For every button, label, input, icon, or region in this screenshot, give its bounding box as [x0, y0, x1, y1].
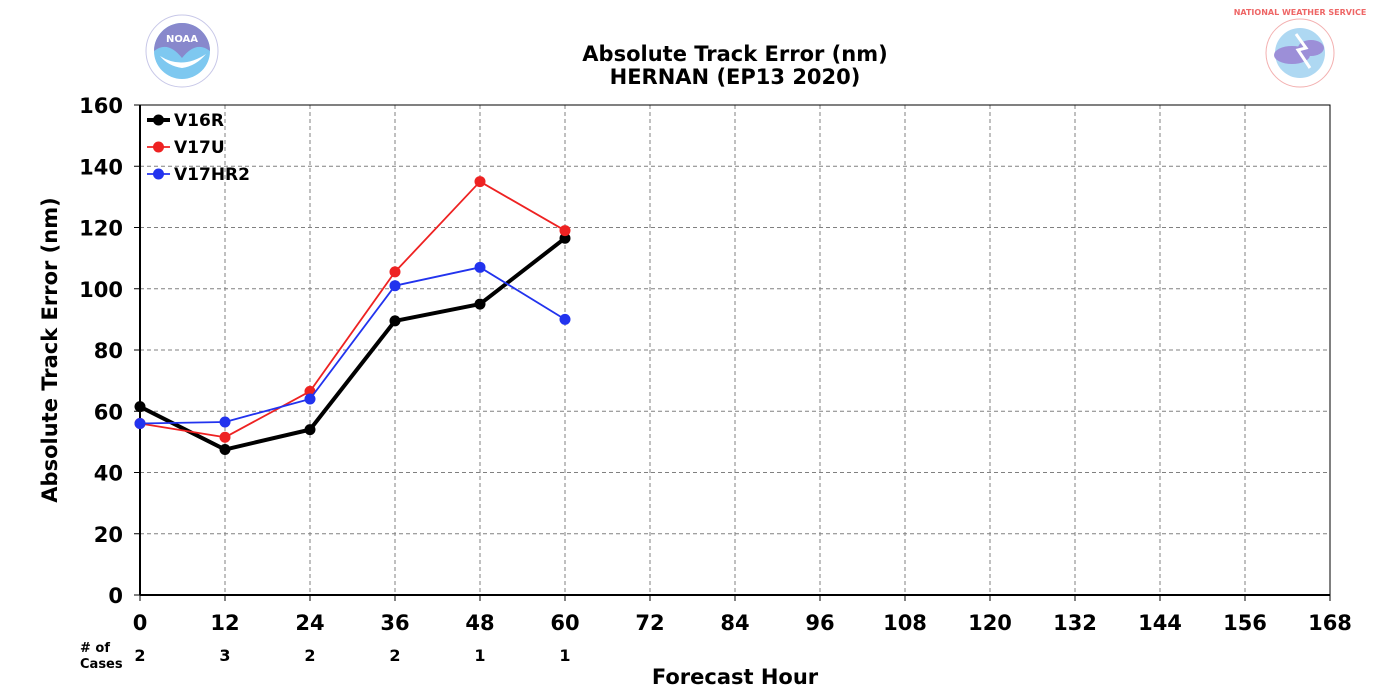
data-point [474, 176, 486, 188]
data-point [559, 225, 571, 237]
data-point [559, 232, 571, 244]
chart-subtitle: HERNAN (EP13 2020) [610, 65, 861, 89]
data-point [389, 280, 401, 292]
data-point [559, 313, 571, 325]
series [134, 176, 571, 456]
series-line [139, 266, 566, 425]
nws-logo-icon: NATIONAL WEATHER SERVICE [1234, 8, 1367, 88]
x-tick-label: 108 [883, 611, 927, 635]
legend-item-v17u: V17U [147, 138, 225, 158]
x-tick-label: 36 [380, 611, 409, 635]
data-point [134, 401, 146, 413]
legend-swatch-marker [153, 168, 164, 180]
x-tick-label: 96 [805, 611, 834, 635]
y-tick-label: 120 [79, 217, 123, 241]
case-count: 2 [134, 646, 145, 665]
x-tick-label: 132 [1053, 611, 1097, 635]
x-tick-label: 12 [210, 611, 239, 635]
data-point [389, 266, 401, 278]
tick-labels: 0 12 24 36 48 60 72 84 96 108 120 132 144 156 168 0 20 40… [79, 94, 1352, 635]
series-v16r [134, 232, 571, 456]
grid [140, 105, 1330, 595]
series-v17u [134, 176, 571, 443]
cases-label-line2: Cases [80, 657, 123, 672]
legend-label: V16R [174, 111, 224, 131]
x-tick-label: 84 [720, 611, 749, 635]
legend-item-v17hr2: V17HR2 [147, 165, 250, 185]
data-point [304, 393, 316, 405]
legend-swatch-marker [153, 114, 164, 126]
legend-item-v16r: V16R [147, 111, 224, 131]
y-tick-label: 100 [79, 278, 123, 302]
x-tick-label: 0 [133, 611, 148, 635]
case-count: 1 [474, 646, 485, 665]
x-tick-label: 48 [465, 611, 494, 635]
y-tick-label: 60 [94, 400, 123, 424]
series-line [139, 180, 566, 439]
x-tick-label: 24 [295, 611, 324, 635]
legend-swatch-marker [153, 141, 164, 153]
x-tick-label: 72 [635, 611, 664, 635]
data-point [474, 298, 486, 310]
x-tick-label: 120 [968, 611, 1012, 635]
y-tick-label: 40 [94, 462, 123, 486]
legend-label: V17U [174, 138, 225, 158]
data-point [389, 315, 401, 327]
data-point [134, 418, 146, 429]
case-count: 3 [219, 646, 230, 665]
cases-label-line1: # of [80, 641, 110, 656]
case-count: 2 [304, 646, 315, 665]
data-point [219, 444, 231, 456]
x-tick-label: 60 [550, 611, 579, 635]
cases-counts: 2 3 2 2 1 1 [134, 646, 570, 665]
x-tick-label: 168 [1308, 611, 1352, 635]
y-tick-label: 80 [94, 339, 123, 363]
chart-title: Absolute Track Error (nm) [582, 42, 887, 66]
svg-text:NATIONAL WEATHER SERVICE: NATIONAL WEATHER SERVICE [1234, 8, 1367, 17]
x-tick-label: 144 [1138, 611, 1182, 635]
data-point [474, 261, 486, 273]
series-v17hr2 [134, 261, 571, 429]
y-axis-label: Absolute Track Error (nm) [38, 197, 62, 502]
legend-label: V17HR2 [174, 165, 250, 185]
series-line [139, 236, 567, 452]
svg-text:NOAA: NOAA [166, 34, 198, 45]
y-tick-label: 160 [79, 94, 123, 118]
data-point [304, 424, 316, 436]
y-tick-label: 0 [108, 584, 123, 608]
case-count: 2 [389, 646, 400, 665]
case-count: 1 [559, 646, 570, 665]
data-point [219, 416, 231, 428]
x-axis-label: Forecast Hour [652, 665, 819, 689]
noaa-logo-icon: NOAA [145, 14, 219, 88]
legend: V16R V17U V17HR2 [147, 111, 250, 185]
y-tick-label: 20 [94, 523, 123, 547]
y-tick-label: 140 [79, 155, 123, 179]
x-tick-label: 156 [1223, 611, 1267, 635]
data-point [219, 431, 231, 443]
